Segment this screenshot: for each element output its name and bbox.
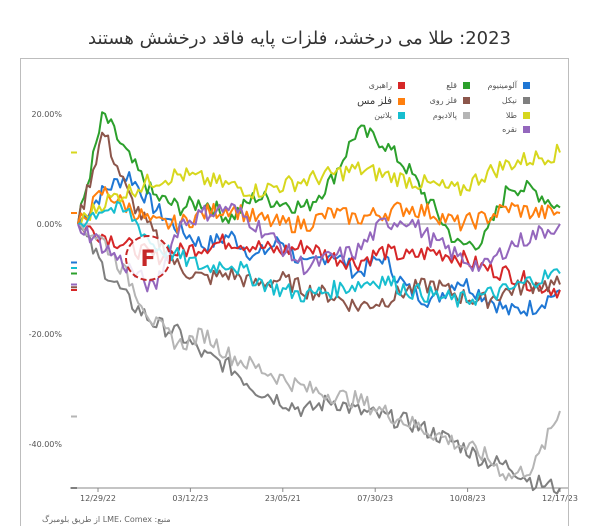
legend-label: راهبری: [368, 81, 392, 90]
legend-item: پالادیوم: [410, 111, 470, 120]
series-start-marker: [71, 487, 77, 489]
legend-swatch: [463, 112, 470, 119]
x-tick-label: 12/17/23: [542, 494, 578, 503]
legend-item: فلز مس: [345, 96, 405, 107]
frame-left: [20, 58, 21, 526]
source-note: منبع: LME، Comex از طریق بلومبرگ: [42, 515, 171, 524]
legend-label: پلاتین: [374, 111, 392, 120]
legend-swatch: [463, 97, 470, 104]
series-start-marker: [71, 261, 77, 264]
series-start-marker: [71, 151, 77, 154]
legend-label: نقره: [502, 125, 517, 134]
y-tick-label: -40.00%: [29, 440, 63, 449]
legend-item: پلاتین: [345, 111, 405, 120]
series-line: [77, 143, 561, 225]
legend-label: پالادیوم: [432, 111, 457, 120]
legend-swatch: [463, 82, 470, 89]
legend-swatch: [523, 126, 530, 133]
series-line: [77, 223, 561, 482]
legend-label: فلز روی: [429, 96, 457, 105]
legend-swatch: [523, 97, 530, 104]
legend-item: نقره: [470, 125, 530, 134]
x-tick-label: 23/05/21: [265, 494, 301, 503]
series-start-marker: [71, 272, 77, 275]
legend-swatch: [523, 82, 530, 89]
x-tick-label: 12/29/22: [80, 494, 116, 503]
series-start-marker: [71, 212, 77, 214]
series-start-marker: [71, 267, 77, 269]
legend-item: طلا: [470, 111, 530, 120]
legend-item: قلع: [410, 81, 470, 90]
legend-item: آلومینیوم: [470, 81, 530, 90]
legend-label: طلا: [505, 111, 517, 120]
svg-text:F: F: [140, 247, 155, 272]
legend-item: فلز روی: [410, 96, 470, 105]
x-tick-label: 03/12/23: [172, 494, 208, 503]
legend-label: فلز مس: [357, 96, 392, 107]
series-line: [77, 186, 561, 234]
y-tick-label: 0.00%: [37, 220, 63, 229]
legend-label: آلومینیوم: [487, 81, 517, 90]
x-tick-label: 07/30/23: [357, 494, 393, 503]
frame-right: [568, 58, 569, 526]
series-start-marker: [71, 286, 77, 289]
series-start-marker: [71, 283, 77, 286]
chart-title: 2023: طلا می درخشد، فلزات پایه فاقد درخش…: [88, 28, 511, 49]
frame-top: [20, 58, 568, 59]
legend-swatch: [398, 82, 405, 89]
y-tick-label: -20.00%: [29, 330, 63, 339]
legend-label: نیکل: [501, 96, 517, 105]
watermark-logo: F: [125, 235, 171, 281]
legend-swatch: [398, 98, 405, 105]
legend-item: راهبری: [345, 81, 405, 90]
legend-swatch: [398, 112, 405, 119]
legend-item: نیکل: [470, 96, 530, 105]
y-tick-label: 20.00%: [31, 110, 62, 119]
legend-label: قلع: [446, 81, 457, 90]
legend-swatch: [523, 112, 530, 119]
series-start-marker: [71, 289, 77, 291]
series-start-marker: [71, 415, 77, 418]
series-line: [77, 223, 561, 495]
x-tick-label: 10/08/23: [450, 494, 486, 503]
series-line: [77, 111, 561, 251]
